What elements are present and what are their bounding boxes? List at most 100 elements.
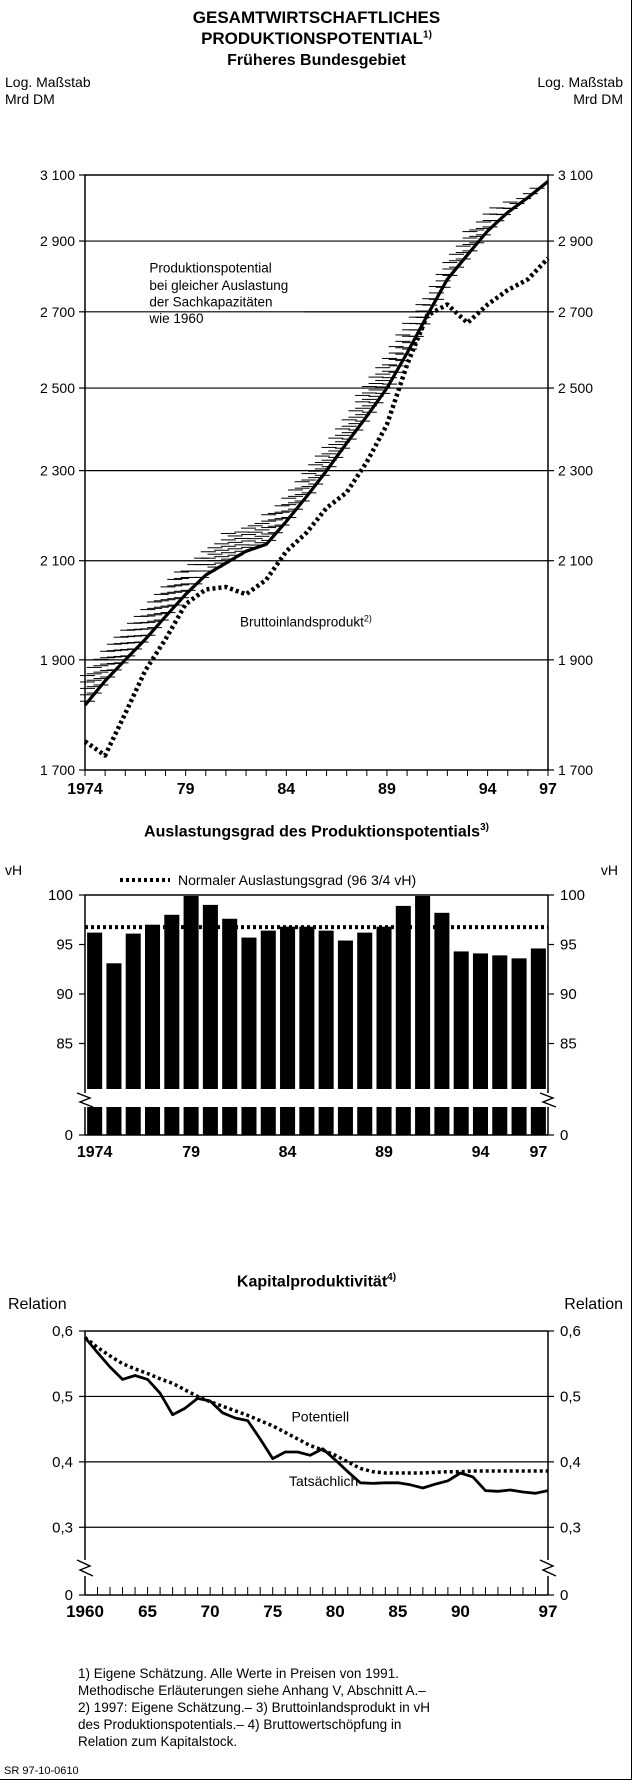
chart2-bar: [530, 948, 546, 1089]
chart2-bar-base: [395, 1107, 411, 1135]
chart2-bar-base: [280, 1107, 296, 1135]
chart1-ytick-label-right: 2 100: [558, 553, 593, 569]
chart2-ytick-label-right: 0: [560, 1127, 568, 1144]
chart3-ytick-label-left: 0: [65, 1587, 73, 1604]
chart1-ytick-label-left: 2 100: [40, 553, 75, 569]
chart2-bar-base: [106, 1107, 122, 1135]
chart2-bar: [434, 912, 450, 1089]
chart1-ytick-label-right: 2 900: [558, 233, 593, 249]
chart3-ytick-label-left: 0,3: [52, 1519, 73, 1536]
chart2-bar: [472, 953, 489, 1089]
chart1-plot-area: [84, 174, 549, 771]
chart3-ytick-label-left: 0,6: [52, 1323, 73, 1340]
chart1-ytick-label-right: 1 700: [558, 762, 593, 778]
chart2-bar-base: [530, 1107, 546, 1135]
chart2-bar: [164, 914, 180, 1089]
chart3-ytick-label-right: 0,4: [560, 1454, 581, 1471]
chart2-bar: [222, 918, 238, 1089]
chart1-annotation: Produktionspotential: [149, 260, 271, 275]
chart1-ylabel-left: Log. Maßstab Mrd DM: [5, 74, 91, 107]
chart1-ytick-label-left: 2 500: [40, 380, 75, 396]
chart1-annotation: bei gleicher Auslastung: [149, 278, 288, 293]
chart1-ytick-label-left: 2 300: [40, 463, 75, 479]
chart3-xtick-label: 65: [138, 1602, 157, 1621]
chart3-annotation: Potentiell: [291, 1408, 349, 1424]
chart2-bar-base: [415, 1107, 431, 1135]
chart2-bar: [337, 940, 353, 1089]
chart1-xtick-label: 79: [177, 781, 195, 798]
chart2-axis-break-right: [539, 1092, 557, 1108]
chart2-xtick-label: 84: [279, 1144, 297, 1161]
chart2-bar-base: [183, 1107, 199, 1135]
chart1-xtick-label: 94: [479, 781, 497, 798]
footnotes: 1) Eigene Schätzung. Alle Werte in Preis…: [78, 1665, 548, 1750]
chart3-xtick-label: 90: [451, 1602, 470, 1621]
chart2-bar: [299, 926, 315, 1089]
chart3-series-tatsaechlich: [83, 1336, 549, 1495]
chart2-bar-base: [472, 1107, 489, 1135]
chart3-ylabel-left: Relation: [8, 1296, 67, 1313]
chart1-annotation: Bruttoinlandsprodukt2): [240, 614, 372, 630]
chart2-bar-base: [241, 1107, 257, 1135]
chart1-annotation: wie 1960: [148, 311, 203, 326]
chart1-ytick-label-left: 1 900: [40, 652, 75, 668]
chart2-bar: [106, 963, 122, 1089]
chart1-ytick-label-left: 1 700: [40, 762, 75, 778]
chart3-ytick-label-right: 0,5: [560, 1388, 581, 1405]
chart3-xtick-label: 75: [263, 1602, 282, 1621]
chart2-bar-base: [164, 1107, 180, 1135]
chart2-bar: [395, 905, 411, 1089]
chart2-bar-base: [260, 1107, 276, 1135]
footnote-line: Relation zum Kapitalstock.: [78, 1734, 238, 1749]
chart3-axis-break-left: [76, 1559, 94, 1577]
footnote-line: Methodische Erläuterungen siehe Anhang V…: [78, 1683, 426, 1698]
chart2-bar-base: [318, 1107, 334, 1135]
chart1-annotation-footnote: 2): [364, 614, 372, 624]
chart2-bar: [87, 932, 103, 1089]
chart1-ytick-label-right: 2 700: [558, 304, 593, 320]
footnote-line: 2) 1997: Eigene Schätzung.– 3) Bruttoinl…: [78, 1700, 430, 1715]
chart2-ylabel-left: vH: [5, 862, 23, 878]
chart1-title: Früheres Bundesgebiet: [227, 52, 406, 69]
chart3-ytick-label-right: 0: [560, 1587, 568, 1604]
chart2-ytick-label-left: 85: [56, 1036, 73, 1053]
chart1-ytick-label-left: 2 700: [40, 304, 75, 320]
chart2-bar: [260, 930, 276, 1089]
footnote-line: des Produktionspotentials.– 4) Bruttower…: [78, 1717, 402, 1732]
chart2-bar: [202, 904, 218, 1089]
chart1-xtick-label: 89: [378, 781, 396, 798]
chart1-ytick-label-left: 3 100: [40, 167, 75, 183]
chart2-bar-base: [144, 1107, 161, 1135]
chart3-xtick-label: 97: [539, 1602, 558, 1621]
chart2-bar-base: [492, 1107, 508, 1135]
chart2-xtick-label: 79: [182, 1144, 200, 1161]
chart3-title-footnote: 4): [387, 1272, 397, 1283]
chart2-bar-base: [453, 1107, 469, 1135]
chart2-bar: [376, 926, 392, 1089]
chart2-ytick-label-right: 100: [560, 887, 585, 904]
chart2-xtick-label: 1974: [77, 1144, 113, 1161]
chart2-bar: [280, 926, 296, 1089]
chart3-ytick-label-right: 0,3: [560, 1519, 581, 1536]
chart2-bar-base: [222, 1107, 238, 1135]
chart2-bar-base: [202, 1107, 218, 1135]
chart2-ytick-label-right: 85: [560, 1036, 577, 1053]
chart1-series-potential: [83, 180, 550, 707]
chart1-xtick-label: 1974: [67, 781, 103, 798]
chart2-bar-base: [376, 1107, 392, 1135]
chart1-annotation: der Sachkapazitäten: [149, 294, 272, 309]
chart1-ytick-label-left: 2 900: [40, 233, 75, 249]
chart2-xtick-label: 97: [529, 1144, 547, 1161]
chart2-bar: [183, 896, 199, 1089]
chart1-ytick-label-right: 2 300: [558, 463, 593, 479]
chart2-axis-break-left: [76, 1092, 94, 1108]
chart1-ytick-label-right: 1 900: [558, 652, 593, 668]
chart2-bar: [492, 955, 508, 1089]
chart1-ytick-label-right: 2 500: [558, 380, 593, 396]
chart2-bar: [415, 896, 431, 1089]
chart1-xtick-label: 84: [277, 781, 295, 798]
chart2-bar-base: [125, 1107, 141, 1135]
chart3-ytick-label-left: 0,4: [52, 1454, 73, 1471]
chart2-bar-base: [87, 1107, 103, 1135]
